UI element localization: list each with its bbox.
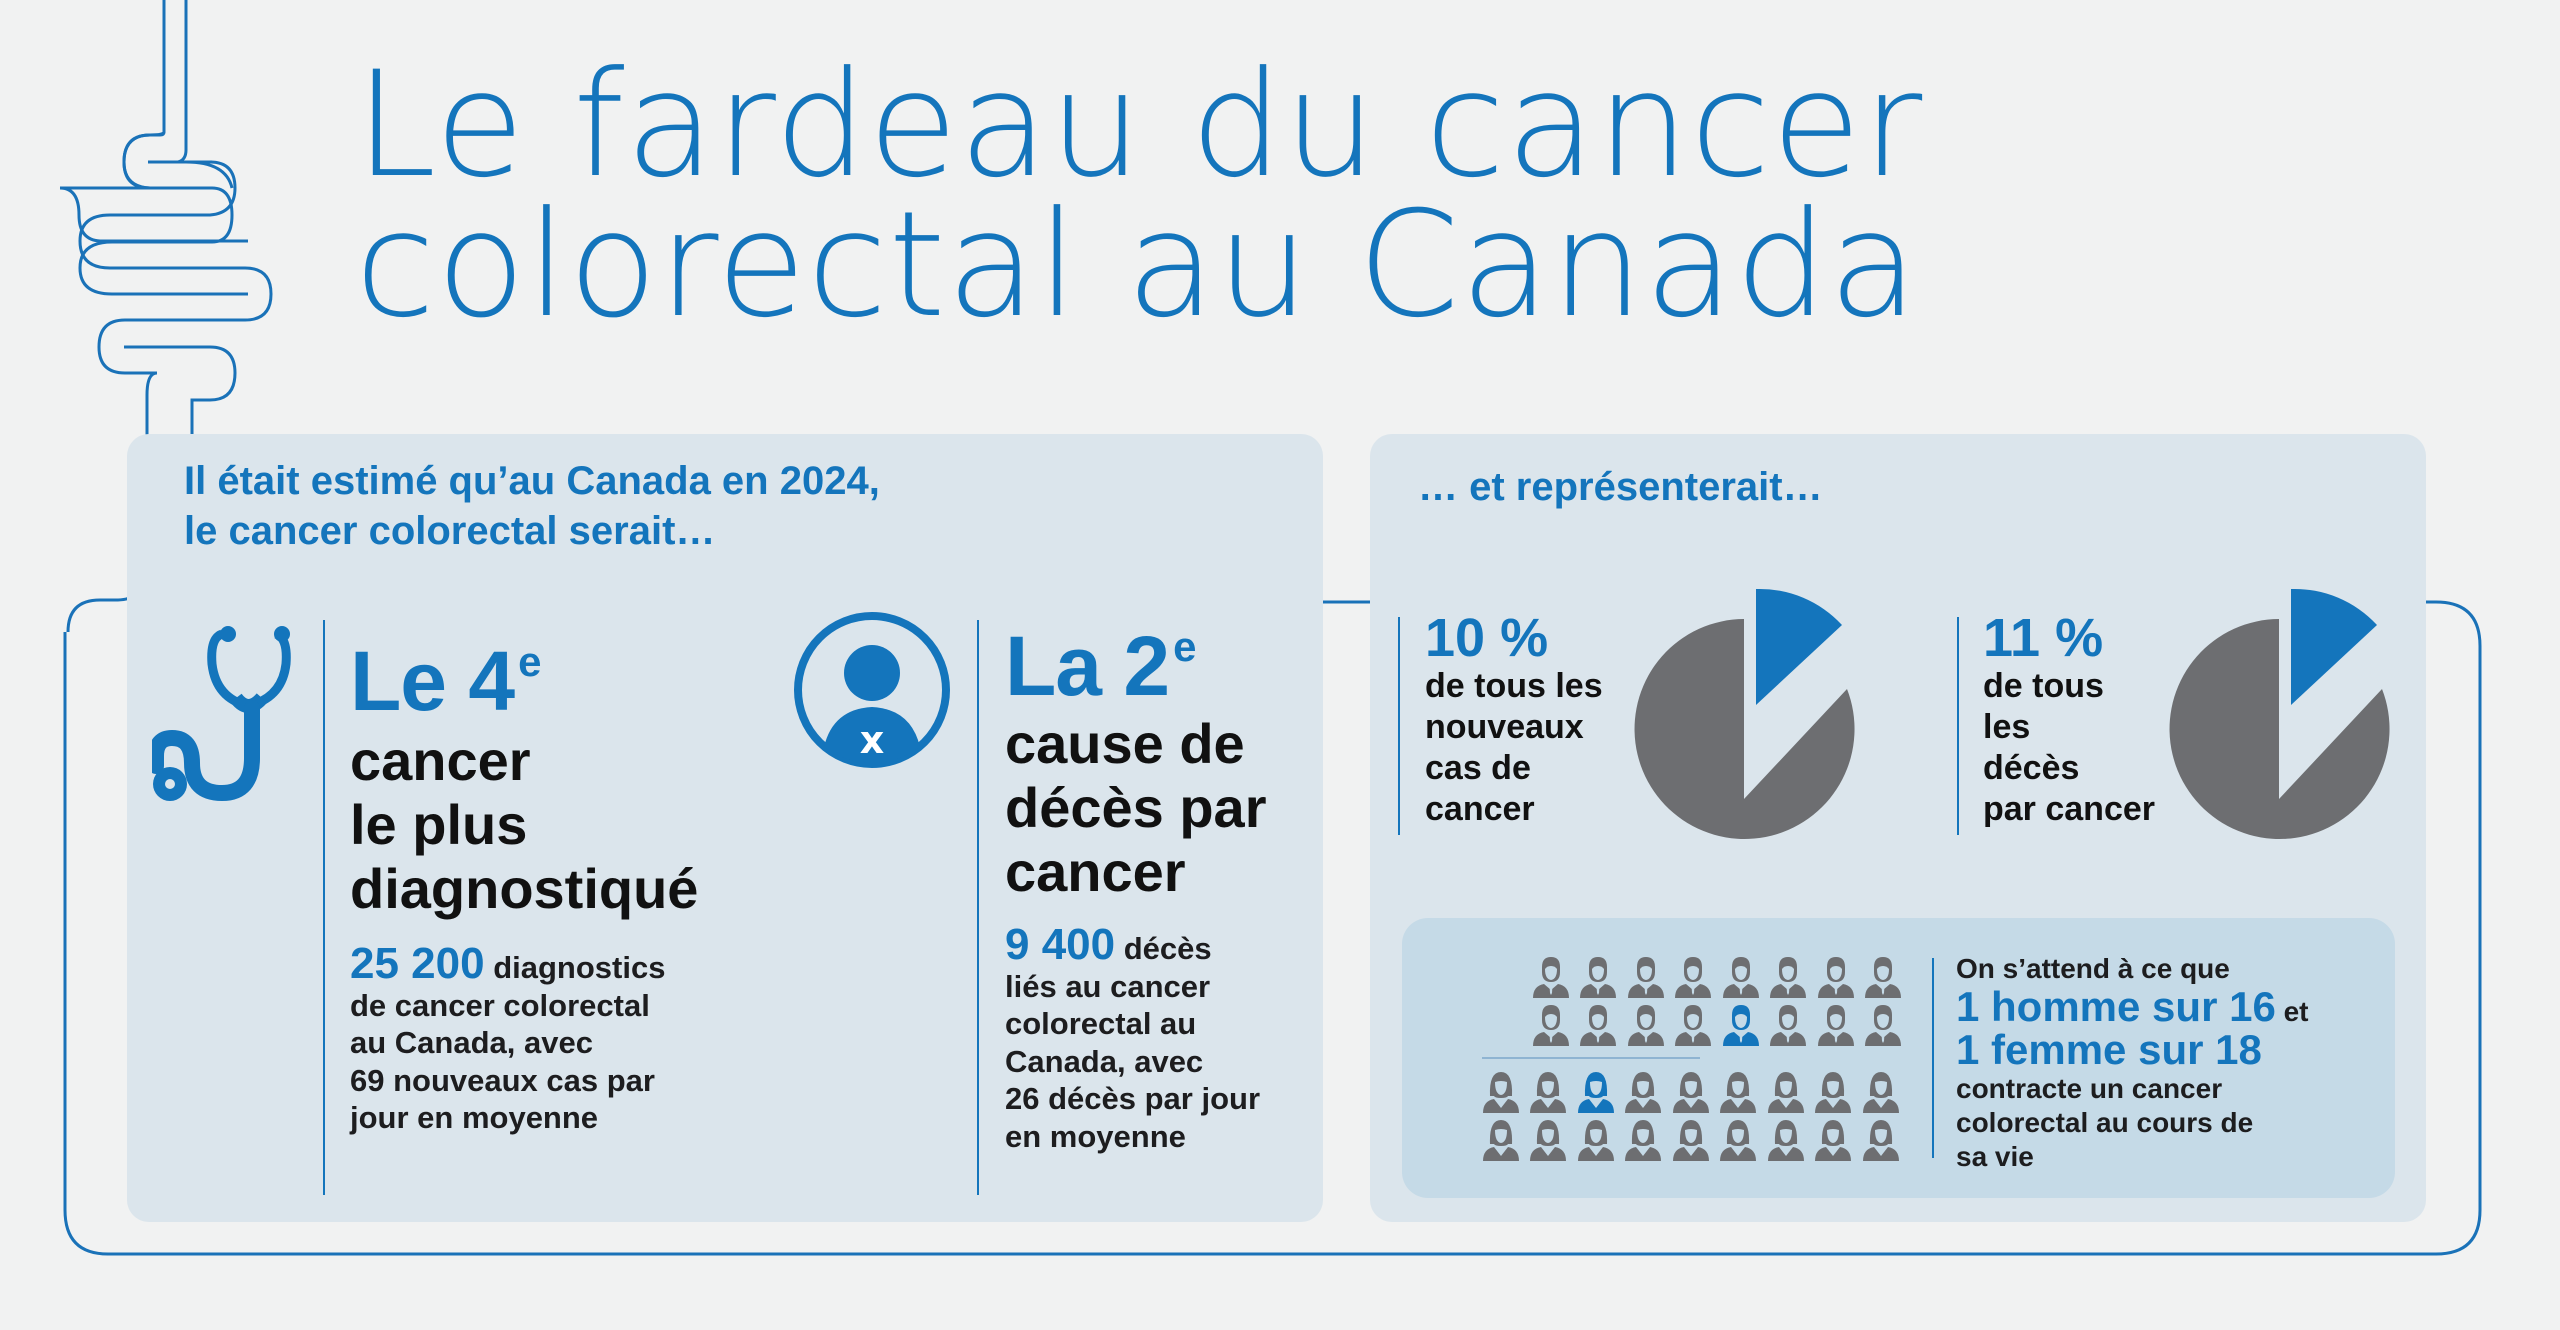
man-icon xyxy=(1765,953,1813,1001)
woman-icon xyxy=(1525,1116,1573,1164)
intro-line-2: le cancer colorectal serait… xyxy=(184,509,716,553)
woman-icon xyxy=(1715,1116,1763,1164)
stethoscope-icon xyxy=(152,626,291,802)
women-icon-grid xyxy=(1477,1068,1905,1164)
lifetime-risk-text: On s’attend à ce que 1 homme sur 16 et 1… xyxy=(1956,953,2309,1172)
man-icon xyxy=(1812,953,1860,1001)
woman-icon xyxy=(1620,1068,1668,1116)
deaths-percent: 11 % xyxy=(1983,608,2104,668)
person-x-icon: x xyxy=(794,612,950,768)
women-odds: 1 femme sur 18 xyxy=(1956,1026,2262,1073)
divider-lifetime xyxy=(1932,958,1934,1158)
diagnosed-heading: cancer le plus diagnostiqué xyxy=(350,729,699,920)
woman-icon xyxy=(1525,1068,1573,1116)
man-icon xyxy=(1622,1001,1670,1049)
man-icon xyxy=(1527,953,1575,1001)
woman-icon xyxy=(1477,1068,1525,1116)
man-icon xyxy=(1717,953,1765,1001)
men-icon-grid xyxy=(1527,953,1907,1049)
man-icon xyxy=(1527,1001,1575,1049)
left-panel-intro: Il était estimé qu’au Canada en 2024, le… xyxy=(184,456,880,556)
man-icon xyxy=(1860,953,1908,1001)
woman-icon xyxy=(1810,1068,1858,1116)
man-icon xyxy=(1765,1001,1813,1049)
man-icon xyxy=(1812,1001,1860,1049)
divider-left-2 xyxy=(977,620,979,1195)
woman-icon xyxy=(1620,1116,1668,1164)
men-women-separator xyxy=(1482,1057,1700,1059)
woman-icon xyxy=(1715,1068,1763,1116)
woman-icon xyxy=(1477,1116,1525,1164)
svg-text:x: x xyxy=(860,718,885,762)
deaths-detail: 9 400 décès liés au cancer colorectal au… xyxy=(1005,920,1261,1154)
divider-pie-1 xyxy=(1398,617,1400,835)
woman-icon xyxy=(1857,1116,1905,1164)
man-icon xyxy=(1860,1001,1908,1049)
man-icon xyxy=(1575,953,1623,1001)
deaths-heading: cause de décès par cancer xyxy=(1005,712,1267,903)
highlighted-woman-icon xyxy=(1572,1068,1620,1116)
title-line-2: colorectal au Canada xyxy=(355,180,1920,350)
diagnosed-block: Le 4e cancer le plus diagnostiqué 25 200… xyxy=(350,620,698,1137)
title-line-1: Le fardeau du cancer xyxy=(355,40,1924,210)
woman-icon xyxy=(1667,1116,1715,1164)
man-icon xyxy=(1622,953,1670,1001)
pie-chart-deaths xyxy=(2169,588,2390,839)
diagnosed-count: 25 200 xyxy=(350,939,485,988)
diagnosed-rank: Le 4e xyxy=(350,634,541,728)
new-cases-desc: de tous les nouveaux cas de cancer xyxy=(1425,667,1603,828)
highlighted-man-icon xyxy=(1717,1001,1765,1049)
deaths-count: 9 400 xyxy=(1005,920,1116,969)
deaths-block: La 2e cause de décès par cancer 9 400 dé… xyxy=(1005,605,1267,1155)
page-title: Le fardeau du cancer colorectal au Canad… xyxy=(355,40,1924,350)
woman-icon xyxy=(1667,1068,1715,1116)
new-cases-share: 10 % de tous les nouveaux cas de cancer xyxy=(1425,610,1603,830)
woman-icon xyxy=(1572,1116,1620,1164)
woman-icon xyxy=(1810,1116,1858,1164)
diagnosed-detail: 25 200 diagnostics de cancer colorectal … xyxy=(350,939,666,1136)
man-icon xyxy=(1670,1001,1718,1049)
men-odds: 1 homme sur 16 xyxy=(1956,983,2276,1030)
new-cases-percent: 10 % xyxy=(1425,608,1549,668)
estimates-panel xyxy=(127,434,1323,1222)
man-icon xyxy=(1670,953,1718,1001)
deaths-share: 11 % de tous les décès par cancer xyxy=(1983,610,2155,830)
woman-icon xyxy=(1857,1068,1905,1116)
divider-pie-2 xyxy=(1957,617,1959,835)
right-panel-intro: … et représenterait… xyxy=(1418,465,1823,509)
deaths-rank: La 2e xyxy=(1005,619,1196,713)
pie-chart-new-cases xyxy=(1634,588,1855,839)
woman-icon xyxy=(1762,1068,1810,1116)
man-icon xyxy=(1575,1001,1623,1049)
divider-left-1 xyxy=(323,620,325,1195)
intro-line-1: Il était estimé qu’au Canada en 2024, xyxy=(184,459,880,503)
deaths-desc: de tous les décès par cancer xyxy=(1983,667,2155,828)
woman-icon xyxy=(1762,1116,1810,1164)
